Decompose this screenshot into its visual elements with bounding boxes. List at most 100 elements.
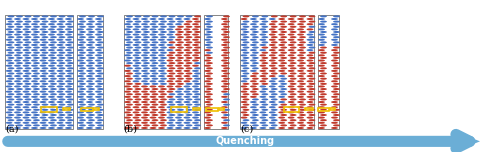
Circle shape [184,49,190,51]
Circle shape [288,49,294,51]
Circle shape [306,28,314,30]
Circle shape [184,23,190,25]
Circle shape [14,49,21,51]
Circle shape [280,52,287,54]
Circle shape [206,36,213,38]
Circle shape [192,65,199,67]
Circle shape [40,91,46,93]
Circle shape [95,91,102,93]
Circle shape [86,54,93,56]
Circle shape [31,23,38,25]
Circle shape [242,119,250,121]
Circle shape [175,39,182,41]
Circle shape [6,34,12,36]
Circle shape [186,109,192,111]
Circle shape [14,28,21,30]
Circle shape [184,54,190,56]
Circle shape [278,91,285,93]
Circle shape [158,101,165,103]
Circle shape [320,78,327,80]
Circle shape [297,117,304,119]
Circle shape [194,119,201,121]
Circle shape [16,83,23,85]
Circle shape [269,75,276,77]
Circle shape [192,28,199,30]
Circle shape [262,31,268,33]
Circle shape [77,39,84,41]
Circle shape [288,111,294,113]
Circle shape [8,88,14,90]
Circle shape [58,83,66,85]
Circle shape [318,111,325,113]
Circle shape [168,62,175,64]
Circle shape [158,106,165,108]
Circle shape [88,52,95,54]
Circle shape [278,85,285,88]
Circle shape [250,39,257,41]
Circle shape [223,15,230,17]
Circle shape [288,117,294,119]
Circle shape [318,101,325,103]
Circle shape [223,124,230,126]
Circle shape [288,54,294,56]
Circle shape [269,80,276,82]
Circle shape [58,62,66,64]
Circle shape [260,96,266,98]
Circle shape [8,15,14,17]
Circle shape [8,104,14,106]
Circle shape [31,75,38,77]
Circle shape [320,62,327,64]
Circle shape [223,88,230,90]
Circle shape [160,104,167,106]
Circle shape [124,101,131,103]
Circle shape [152,52,158,54]
Circle shape [166,65,173,67]
Circle shape [77,44,84,46]
Circle shape [192,39,199,41]
Circle shape [299,21,306,23]
Circle shape [308,98,316,100]
Circle shape [186,93,192,95]
Circle shape [333,73,340,74]
Circle shape [86,65,93,67]
Circle shape [175,106,182,108]
Circle shape [206,52,213,54]
Circle shape [152,124,158,126]
Circle shape [56,91,64,93]
Circle shape [22,49,30,51]
Circle shape [297,101,304,103]
Circle shape [331,54,338,56]
Circle shape [204,18,211,20]
Circle shape [150,85,156,88]
Circle shape [97,114,104,116]
Circle shape [160,119,167,121]
Circle shape [186,47,192,49]
Circle shape [95,127,102,129]
Circle shape [124,111,131,113]
Circle shape [58,98,66,100]
Circle shape [97,62,104,64]
Circle shape [160,73,167,74]
Circle shape [168,31,175,33]
Circle shape [97,104,104,106]
FancyBboxPatch shape [5,15,72,129]
Circle shape [262,78,268,80]
Circle shape [240,96,248,98]
Circle shape [318,106,325,108]
Circle shape [143,15,150,17]
Circle shape [143,31,150,33]
Circle shape [132,65,140,67]
Circle shape [160,114,167,116]
Circle shape [16,78,23,80]
Circle shape [50,124,57,126]
Circle shape [262,109,268,111]
Circle shape [22,91,30,93]
Circle shape [126,36,133,38]
Circle shape [152,36,158,38]
Circle shape [168,52,175,54]
Circle shape [204,106,211,108]
Circle shape [134,47,141,49]
Circle shape [95,80,102,82]
Circle shape [320,93,327,95]
Circle shape [168,88,175,90]
